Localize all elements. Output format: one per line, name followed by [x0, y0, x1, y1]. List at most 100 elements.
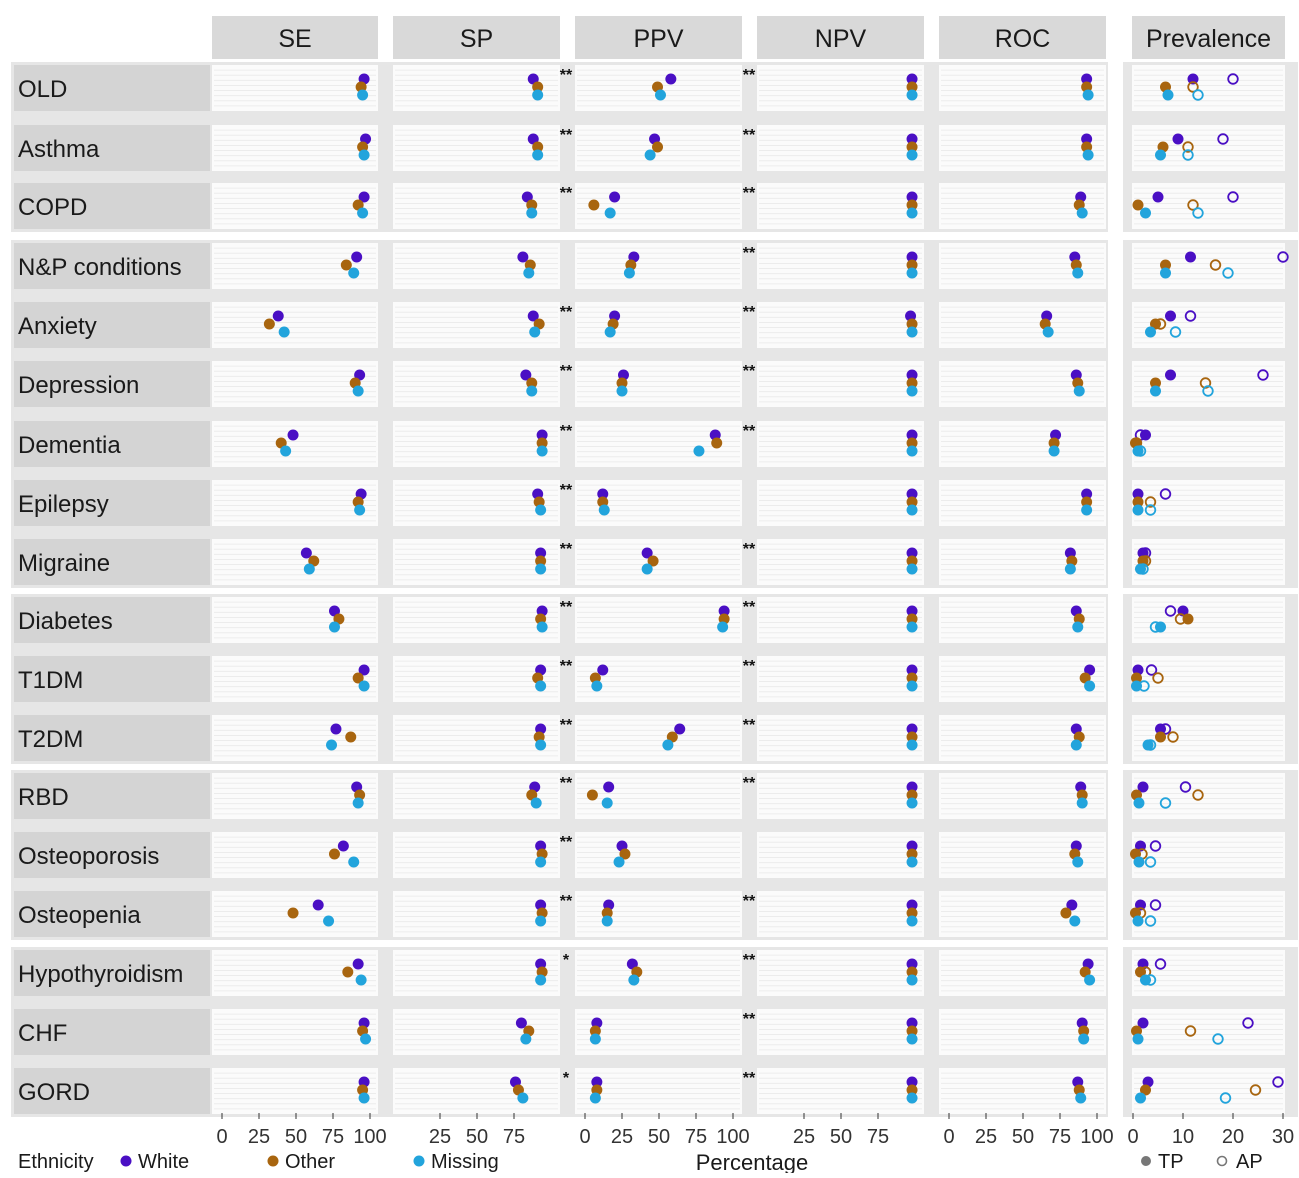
point-ap-missing — [1149, 621, 1162, 633]
row-label: Depression — [18, 372, 139, 399]
point-se-white — [330, 723, 342, 735]
point-npv-missing — [906, 89, 918, 101]
row-panel-bg — [575, 243, 742, 289]
point-ppv-missing — [641, 563, 653, 575]
point-roc-missing — [1084, 680, 1096, 692]
point-sp-missing — [529, 326, 541, 338]
point-npv-white — [906, 664, 918, 676]
row-panel-bg — [757, 302, 924, 348]
row-panel-bg — [1132, 125, 1285, 171]
row-label: Anxiety — [18, 313, 97, 340]
row-panel-bg — [212, 480, 378, 526]
point-roc-missing — [1048, 445, 1060, 457]
point-ap-other — [1139, 555, 1152, 567]
point-roc-missing — [1069, 915, 1081, 927]
point-ppv-missing — [717, 621, 729, 633]
point-roc-missing — [1073, 385, 1085, 397]
point-npv-other — [906, 1084, 918, 1096]
point-ppv-missing — [591, 680, 603, 692]
point-se-missing — [348, 267, 360, 279]
panel-header-prevalence — [1132, 16, 1285, 59]
significance-ppv: * — [563, 952, 570, 969]
point-tp-white — [1132, 488, 1144, 500]
row-panel-bg — [757, 891, 924, 937]
point-npv-white — [906, 191, 918, 203]
point-ppv-other — [619, 848, 631, 860]
row-panel-bg — [575, 773, 742, 819]
point-tp-other — [1150, 377, 1161, 389]
tick-label-roc: 50 — [1012, 1126, 1034, 1148]
point-sp-missing — [535, 680, 547, 692]
point-roc-other — [1048, 437, 1060, 449]
point-ppv-missing — [623, 267, 635, 279]
significance-npv: ** — [743, 717, 756, 734]
point-npv-white — [906, 488, 918, 500]
point-se-other — [352, 672, 364, 684]
legend-marker-white — [120, 1155, 132, 1167]
point-npv-missing — [906, 563, 918, 575]
significance-ppv: ** — [560, 304, 573, 321]
group-band-1 — [11, 240, 1108, 588]
point-ap-missing — [1134, 445, 1147, 457]
point-ap-other — [1249, 1084, 1262, 1096]
point-ap-missing — [1202, 385, 1214, 397]
point-roc-other — [1060, 907, 1072, 919]
point-tp-missing — [1135, 563, 1146, 575]
point-ppv-other — [647, 555, 659, 567]
point-se-other — [287, 907, 299, 919]
point-sp-missing — [535, 739, 547, 751]
point-ap-white — [1227, 191, 1239, 203]
point-se-white — [358, 191, 370, 203]
point-npv-missing — [906, 915, 918, 927]
panel-title-roc: ROC — [995, 25, 1051, 53]
point-ap-missing — [1144, 974, 1157, 986]
point-se-missing — [354, 504, 366, 516]
panel-header-roc — [939, 16, 1106, 59]
point-tp-missing — [1132, 504, 1144, 516]
panel-header-sp — [393, 16, 560, 59]
row-panel-bg — [393, 480, 560, 526]
significance-npv: ** — [743, 304, 756, 321]
point-roc-white — [1081, 73, 1093, 85]
row-panel-bg — [1132, 539, 1285, 585]
significance-npv: ** — [743, 658, 756, 675]
significance-npv: ** — [743, 245, 756, 262]
point-npv-other — [906, 789, 918, 801]
point-npv-white — [906, 73, 918, 85]
point-ap-white — [1149, 899, 1162, 911]
legend-marker-other — [267, 1155, 279, 1167]
point-ppv-white — [641, 547, 653, 559]
point-sp-white — [527, 73, 539, 85]
point-ap-white — [1277, 251, 1289, 263]
point-npv-missing — [906, 739, 918, 751]
point-npv-white — [906, 958, 918, 970]
point-ap-other — [1167, 731, 1179, 743]
point-npv-missing — [906, 621, 918, 633]
point-npv-white — [906, 723, 918, 735]
point-tp-missing — [1132, 1033, 1144, 1045]
point-sp-missing — [535, 974, 547, 986]
row-panel-bg — [212, 832, 378, 878]
point-sp-white — [527, 310, 539, 322]
significance-ppv: ** — [560, 893, 573, 910]
point-tp-missing — [1132, 445, 1144, 457]
point-ap-missing — [1144, 915, 1157, 927]
row-label-bg — [14, 773, 210, 819]
tick-label-ppv: 25 — [611, 1126, 633, 1148]
significance-ppv: ** — [560, 423, 573, 440]
row-label: RBD — [18, 784, 69, 811]
point-tp-white — [1165, 369, 1176, 381]
point-roc-missing — [1070, 739, 1082, 751]
point-ap-other — [1154, 318, 1167, 330]
point-sp-other — [532, 81, 544, 93]
row-panel-bg — [757, 480, 924, 526]
point-ap-missing — [1138, 680, 1150, 692]
row-panel-bg — [757, 1009, 924, 1055]
point-ppv-missing — [604, 207, 616, 219]
point-tp-missing — [1142, 739, 1154, 751]
tick-label-npv: 75 — [867, 1126, 889, 1148]
point-npv-white — [906, 1076, 918, 1088]
point-sp-missing — [532, 89, 544, 101]
point-npv-missing — [906, 856, 918, 868]
